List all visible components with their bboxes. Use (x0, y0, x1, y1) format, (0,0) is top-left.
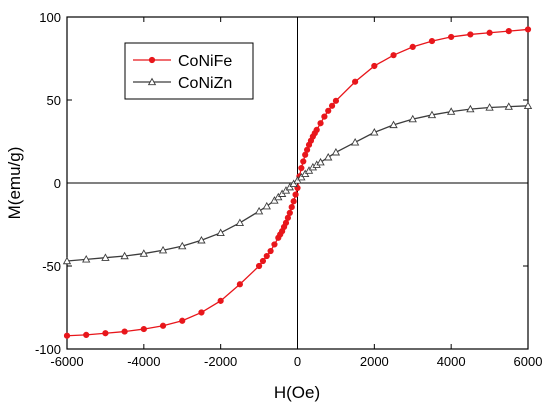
data-point-conizn (427, 110, 437, 119)
data-point-conife (140, 325, 147, 333)
data-point-conife (217, 297, 224, 304)
ticks-layer: -6000 -4000 -2000 0 2000 4000 6000 -100 -50 0 50 10… (35, 10, 542, 369)
data-point-conife (271, 241, 278, 248)
data-point-conife (236, 281, 243, 288)
y-tick-label: 100 (39, 10, 61, 25)
series-conife (63, 26, 532, 339)
data-point-conizn (504, 102, 513, 110)
data-point-conife (121, 328, 128, 335)
legend-marker-conizn (147, 77, 157, 86)
data-point-conizn (389, 120, 398, 129)
x-tick-label: -4000 (127, 354, 160, 369)
data-point-conife (352, 78, 359, 85)
data-point-conife (486, 29, 493, 36)
x-tick-label: 6000 (514, 354, 543, 369)
y-tick-label: -100 (35, 342, 61, 357)
x-tick-label: 4000 (437, 354, 466, 369)
data-point-conife (267, 247, 274, 255)
data-point-conife (448, 33, 455, 41)
y-tick-label: 0 (54, 176, 61, 191)
data-point-conife (332, 97, 340, 104)
data-point-conizn (331, 147, 341, 156)
y-tick-label: 50 (47, 93, 61, 108)
data-point-conife (409, 43, 416, 50)
data-point-conife (259, 257, 267, 265)
data-point-conizn (62, 256, 72, 265)
x-tick-label: -6000 (50, 354, 83, 369)
data-point-conizn (466, 104, 475, 113)
data-point-conizn (350, 138, 360, 146)
data-point-conizn (324, 152, 333, 161)
data-point-conife (102, 330, 109, 337)
data-point-conife (263, 252, 270, 260)
x-axis-title: H(Oe) (274, 383, 320, 402)
data-point-conizn (262, 201, 271, 210)
data-point-conife (505, 28, 512, 35)
data-point-conizn (120, 251, 129, 260)
data-point-conizn (447, 107, 456, 115)
data-point-conife (63, 332, 71, 339)
data-point-conizn (523, 101, 533, 109)
data-point-conife (179, 317, 186, 324)
x-tick-label: -2000 (204, 354, 237, 369)
data-point-conizn (408, 114, 417, 123)
data-point-conife (159, 322, 167, 329)
data-point-conizn (197, 235, 206, 244)
data-point-conizn (485, 103, 494, 111)
data-point-conizn (139, 249, 148, 257)
data-point-conife (313, 126, 320, 133)
data-point-conife (198, 309, 205, 316)
data-point-conife (428, 37, 436, 45)
data-point-conizn (216, 228, 225, 236)
data-point-conife (255, 262, 263, 270)
data-point-conife (288, 203, 295, 211)
data-point-conife (292, 191, 299, 198)
data-point-conife (371, 62, 378, 70)
data-point-conife (290, 198, 297, 205)
data-point-conizn (158, 245, 168, 254)
x-tick-label: 0 (294, 354, 301, 369)
data-point-conife (390, 52, 397, 59)
legend: CoNiFe CoNiZn (124, 42, 254, 100)
data-point-conife (524, 26, 532, 33)
data-point-conizn (316, 157, 325, 166)
series-layer (62, 26, 533, 339)
data-point-conife (325, 107, 332, 114)
data-point-conife (317, 120, 324, 127)
legend-marker-conife (148, 56, 156, 64)
legend-box (124, 42, 254, 100)
y-axis-title: M(emu/g) (5, 147, 24, 220)
y-tick-label: -50 (42, 259, 61, 274)
data-point-conife (298, 164, 305, 172)
data-point-conife (83, 331, 90, 338)
data-point-conife (328, 102, 336, 109)
x-tick-label: 2000 (360, 354, 389, 369)
data-point-conife (286, 209, 293, 216)
legend-label-conife: CoNiFe (178, 53, 232, 70)
data-point-conizn (370, 128, 379, 136)
data-point-conife (467, 31, 474, 38)
data-point-conizn (254, 206, 264, 215)
series-conizn (62, 101, 533, 265)
data-point-conizn (82, 255, 91, 263)
data-point-conife (300, 158, 307, 165)
legend-label-conizn: CoNiZn (178, 75, 232, 92)
data-point-conizn (235, 218, 245, 227)
data-point-conife (321, 113, 328, 120)
data-point-conizn (178, 241, 187, 250)
data-point-conizn (101, 253, 110, 261)
